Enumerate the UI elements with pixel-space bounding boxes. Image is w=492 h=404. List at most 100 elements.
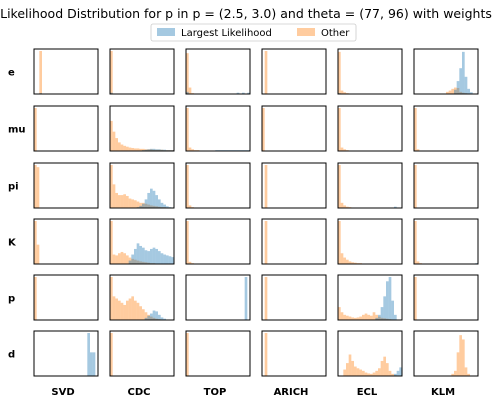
bar-other [354,317,357,320]
bar-other [150,316,153,320]
panel-frame [337,274,403,321]
bar-other [123,304,126,320]
bar-other [142,148,145,151]
panel-p-svd [33,274,99,321]
bar-largest [139,245,142,264]
bar-other [264,221,268,264]
bar-other [386,363,389,376]
bar-other [343,92,346,94]
bar-other [134,259,137,264]
panel-frame [33,330,99,377]
bar-other [115,192,118,208]
bar-other [118,142,121,151]
bar-largest [163,254,166,264]
bar-other [139,202,142,208]
col-label-arich: ARICH [274,387,309,398]
bar-other [115,298,118,320]
bar-other [152,317,156,320]
panel-frame [413,274,479,321]
bar-largest [160,202,164,208]
bar-other [144,149,148,151]
bar-other [338,51,341,94]
bar-largest [375,317,378,320]
bar-other [131,147,134,151]
bar-other [446,91,449,94]
bar-largest [166,206,169,208]
bar-largest [171,257,174,264]
bar-other [123,145,126,151]
bar-other [147,149,150,151]
panel-pi-top [185,162,251,209]
panel-p-cdc [109,274,175,321]
bar-other [346,315,349,320]
bar-largest [134,248,137,264]
bar-largest [90,352,93,376]
bar-other [34,221,37,264]
bar-other [123,253,126,264]
panel-frame [33,274,99,321]
bar-largest [142,203,145,208]
bar-other [118,300,121,320]
bar-largest [186,91,189,94]
legend-label-other: Other [321,28,350,39]
bar-other [142,261,145,264]
bar-other [372,312,376,320]
bar-largest [147,192,150,208]
bar-largest [144,250,148,264]
bar-largest [394,314,397,320]
bar-other [158,206,161,208]
bar-other [386,318,389,320]
bar-other [264,333,268,376]
panel-e-top [185,48,251,95]
bar-other [142,202,145,208]
legend-box [150,23,357,42]
bar-other [144,312,148,320]
bar-largest [383,296,386,320]
bar-other [131,296,134,320]
bar-largest [155,311,158,320]
panel-e-ecl [337,48,403,95]
bar-largest [158,149,161,151]
bar-other [134,300,137,320]
bar-largest [131,254,134,264]
bar-other [139,261,142,264]
panel-pi-ecl [337,162,403,209]
bar-other [367,314,370,320]
bar-other [115,138,118,151]
panel-frame [337,218,403,265]
panel-frame [413,48,479,95]
bar-other [118,253,121,264]
bar-largest [391,300,394,320]
bar-largest [459,68,462,94]
bar-largest [155,149,158,151]
panel-frame [109,48,175,95]
bar-other [264,51,268,94]
bar-other [462,92,465,94]
row-label-pi: pi [8,182,19,193]
bar-largest [244,277,248,320]
bar-other [343,369,346,376]
row-label-mu: mu [8,125,26,136]
bar-other [364,372,368,376]
col-label-top: TOP [204,387,227,398]
bar-largest [147,315,150,320]
bar-largest [388,277,392,320]
col-label-cdc: CDC [128,387,151,398]
panel-frame [185,330,251,377]
bar-other [152,149,156,151]
col-label-klm: KLM [431,387,455,398]
panel-d-klm [413,330,479,377]
panel-d-top [185,330,251,377]
panel-pi-arich [261,162,327,209]
bar-largest [155,248,158,264]
panel-d-arich [261,330,327,377]
bar-largest [152,247,156,264]
bar-other [354,262,357,264]
panel-d-ecl [337,330,403,377]
bar-other [136,302,140,320]
bar-other [451,88,454,94]
bar-largest [163,149,166,151]
bar-other [191,149,194,151]
panel-e-svd [33,48,99,95]
bar-other [112,254,116,264]
